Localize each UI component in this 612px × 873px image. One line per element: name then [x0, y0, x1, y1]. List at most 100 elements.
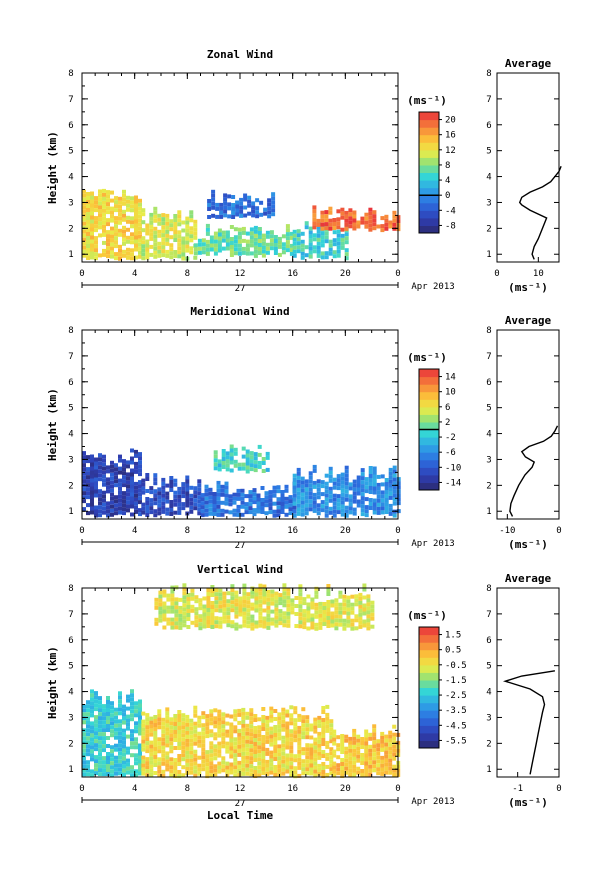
heatmap-cell: [82, 487, 86, 492]
y-tick-label: 5: [68, 404, 73, 414]
heatmap-cell: [126, 227, 130, 232]
heatmap-cell: [138, 198, 142, 203]
heatmap-cell: [106, 756, 110, 760]
heatmap-cell: [289, 733, 294, 738]
heatmap-cell: [185, 722, 190, 727]
heatmap-cell: [110, 226, 114, 231]
heatmap-cell: [392, 732, 397, 737]
heatmap-cell: [241, 446, 246, 451]
avg-y-tick-label: 6: [486, 636, 491, 646]
heatmap-cell: [356, 491, 361, 496]
heatmap-cell: [134, 721, 138, 726]
heatmap-cell: [322, 622, 327, 626]
heatmap-cell: [162, 617, 167, 622]
heatmap-cell: [229, 762, 234, 767]
heatmap-cell: [336, 494, 341, 499]
avg-y-tick-label: 1: [486, 250, 491, 260]
heatmap-cell: [165, 727, 170, 732]
heatmap-cell: [340, 766, 345, 770]
heatmap-cell: [217, 240, 222, 245]
colorbar-swatch: [419, 649, 439, 658]
heatmap-cell: [368, 502, 373, 506]
heatmap-cell: [177, 770, 182, 774]
heatmap-cell: [213, 251, 218, 256]
heatmap-cell: [296, 503, 301, 508]
heatmap-cell: [372, 482, 377, 487]
heatmap-cell: [193, 231, 198, 236]
heatmap-cell: [138, 711, 142, 716]
heatmap-cell: [372, 732, 377, 737]
heatmap-cell: [332, 501, 337, 506]
heatmap-cell: [202, 596, 207, 601]
heatmap-cell: [122, 209, 126, 214]
heatmap-cell: [173, 222, 178, 226]
heatmap-cell: [267, 210, 272, 215]
heatmap-cell: [296, 511, 301, 516]
heatmap-cell: [130, 216, 134, 221]
heatmap-cell: [106, 222, 110, 227]
heatmap-cell: [241, 715, 246, 720]
heatmap-cell: [300, 492, 305, 497]
heatmap-cell: [130, 200, 134, 205]
heatmap-cell: [225, 733, 230, 738]
heatmap-cell: [277, 736, 282, 741]
heatmap-cell: [245, 461, 250, 466]
heatmap-cell: [262, 592, 267, 597]
heatmap-cell: [134, 757, 138, 762]
heatmap-cell: [215, 202, 220, 207]
heatmap-cell: [314, 590, 319, 595]
heatmap-cell: [213, 748, 218, 753]
heatmap-cell: [243, 197, 248, 202]
heatmap-cell: [209, 765, 214, 770]
heatmap-cell: [273, 765, 278, 769]
heatmap-cell: [165, 507, 170, 512]
heatmap-cell: [293, 718, 298, 723]
heatmap-cell: [126, 460, 130, 465]
heatmap-cell: [126, 758, 130, 763]
heatmap-cell: [316, 249, 321, 254]
heatmap-cell: [370, 612, 375, 617]
heatmap-cell: [330, 615, 335, 620]
heatmap-cell: [320, 492, 325, 497]
heatmap-cell: [360, 220, 365, 225]
heatmap-cell: [233, 451, 238, 456]
y-tick-label: 2: [68, 481, 73, 491]
heatmap-cell: [141, 248, 146, 253]
heatmap-cell: [217, 248, 222, 253]
heatmap-cell: [294, 596, 299, 600]
heatmap-cell: [98, 700, 102, 705]
heatmap-cell: [304, 499, 309, 504]
heatmap-cell: [245, 231, 250, 236]
heatmap-cell: [114, 216, 118, 221]
heatmap-cell: [242, 603, 247, 608]
heatmap-cell: [94, 715, 98, 720]
heatmap-cell: [181, 240, 186, 245]
heatmap-cell: [250, 614, 255, 619]
heatmap-cell: [235, 204, 240, 209]
heatmap-cell: [126, 464, 130, 469]
heatmap-cell: [306, 614, 311, 619]
heatmap-cell: [225, 451, 230, 456]
heatmap-cell: [225, 713, 230, 718]
heatmap-cell: [241, 727, 246, 732]
heatmap-cell: [145, 501, 150, 505]
heatmap-cell: [118, 719, 122, 724]
heatmap-cell: [249, 764, 254, 769]
heatmap-cell: [304, 479, 309, 484]
heatmap-cell: [257, 773, 262, 778]
heatmap-cell: [229, 225, 234, 229]
heatmap-cell: [215, 206, 220, 211]
heatmap-cell: [138, 763, 142, 768]
heatmap-cell: [321, 766, 326, 770]
heatmap-cell: [138, 222, 142, 227]
heatmap-cell: [298, 612, 303, 617]
heatmap-cell: [304, 507, 309, 512]
heatmap-cell: [126, 251, 130, 256]
heatmap-cell: [169, 243, 174, 248]
heatmap-cell: [261, 469, 266, 473]
heatmap-cell: [165, 483, 170, 488]
y-tick-label: 3: [68, 455, 73, 465]
heatmap-cell: [237, 708, 242, 713]
heatmap-cell: [141, 252, 146, 257]
heatmap-cell: [330, 623, 335, 628]
